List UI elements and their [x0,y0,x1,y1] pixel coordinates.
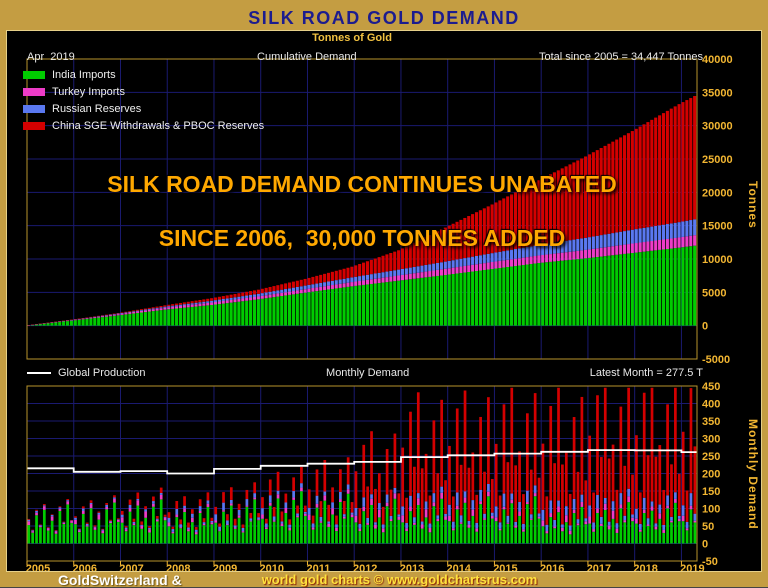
bottom-chart-header: Global Production Monthly Demand Latest … [27,367,703,379]
y-axis-label-tonnes: Tonnes [746,181,760,229]
bottom-chart-title: Monthly Demand [326,367,409,379]
china-swatch [23,122,45,130]
svg-text:15000: 15000 [702,221,733,233]
production-line-swatch [27,372,51,374]
svg-text:2019: 2019 [680,563,704,571]
svg-text:10000: 10000 [702,254,733,266]
production-legend: Global Production [27,367,145,379]
svg-text:2007: 2007 [119,563,143,571]
legend-label: Russian Reserves [52,103,141,115]
svg-text:300: 300 [702,434,720,446]
svg-text:2012: 2012 [353,563,377,571]
svg-text:200: 200 [702,469,720,481]
svg-text:20000: 20000 [702,187,733,199]
svg-text:0: 0 [702,539,708,551]
production-legend-label: Global Production [58,367,145,379]
svg-text:30000: 30000 [702,121,733,133]
x-axis: 2005 2006 2007 2008 2009 2010 2011 2012 2013 2014… [26,561,705,571]
svg-text:450: 450 [702,381,720,393]
svg-text:2018: 2018 [633,563,657,571]
legend-item-india: India Imports [23,69,264,81]
total-label: Total since 2005 = 34,447 Tonnes [539,51,703,63]
svg-text:2006: 2006 [73,563,97,571]
russia-swatch [23,105,45,113]
svg-text:25000: 25000 [702,154,733,166]
svg-text:2015: 2015 [493,563,517,571]
svg-text:2016: 2016 [540,563,564,571]
chart-subtitle: Tonnes of Gold [7,32,697,44]
svg-text:0: 0 [702,321,708,333]
svg-text:2011: 2011 [307,563,331,571]
svg-text:40000: 40000 [702,54,733,66]
svg-text:-5000: -5000 [702,354,730,366]
legend-item-russia: Russian Reserves [23,103,264,115]
y-axis-label-monthly-demand: Monthly Demand [746,419,760,530]
footer-brand: GoldSwitzerland & [58,572,182,588]
legend-item-china: China SGE Withdrawals & PBOC Reserves [23,120,264,132]
svg-text:2008: 2008 [166,563,190,571]
footer-credit: world gold charts © www.goldchartsrus.co… [262,572,538,587]
latest-month-label: Latest Month = 277.5 T [590,367,703,379]
svg-text:5000: 5000 [702,287,726,299]
date-label: Apr 2019 [27,51,75,63]
legend-label: Turkey Imports [52,86,125,98]
page-title: SILK ROAD GOLD DEMAND [6,6,762,30]
svg-text:2009: 2009 [213,563,237,571]
legend: India Imports Turkey Imports Russian Res… [23,69,264,137]
annotation-line-1: SILK ROAD DEMAND CONTINUES UNABATED [27,171,697,198]
india-swatch [23,71,45,79]
svg-text:400: 400 [702,399,720,411]
chart-panel: 40000 35000 30000 25000 20000 15000 10000 5000 0… [6,30,762,572]
legend-label: China SGE Withdrawals & PBOC Reserves [52,120,264,132]
svg-text:100: 100 [702,504,720,516]
top-chart-header: Apr 2019 Cumulative Demand Total since 2… [27,51,703,63]
svg-text:2013: 2013 [400,563,424,571]
footer: GoldSwitzerland & world gold charts © ww… [6,572,762,587]
svg-text:150: 150 [702,486,720,498]
svg-text:35000: 35000 [702,87,733,99]
svg-text:2014: 2014 [446,563,471,571]
turkey-swatch [23,88,45,96]
svg-text:2005: 2005 [26,563,50,571]
legend-label: India Imports [52,69,116,81]
svg-text:350: 350 [702,416,720,428]
svg-text:2010: 2010 [259,563,283,571]
svg-text:50: 50 [702,521,714,533]
svg-text:2017: 2017 [587,563,611,571]
svg-text:250: 250 [702,451,720,463]
top-chart-title: Cumulative Demand [257,51,357,63]
annotation-line-2: SINCE 2006, 30,000 TONNES ADDED [27,225,697,252]
legend-item-turkey: Turkey Imports [23,86,264,98]
